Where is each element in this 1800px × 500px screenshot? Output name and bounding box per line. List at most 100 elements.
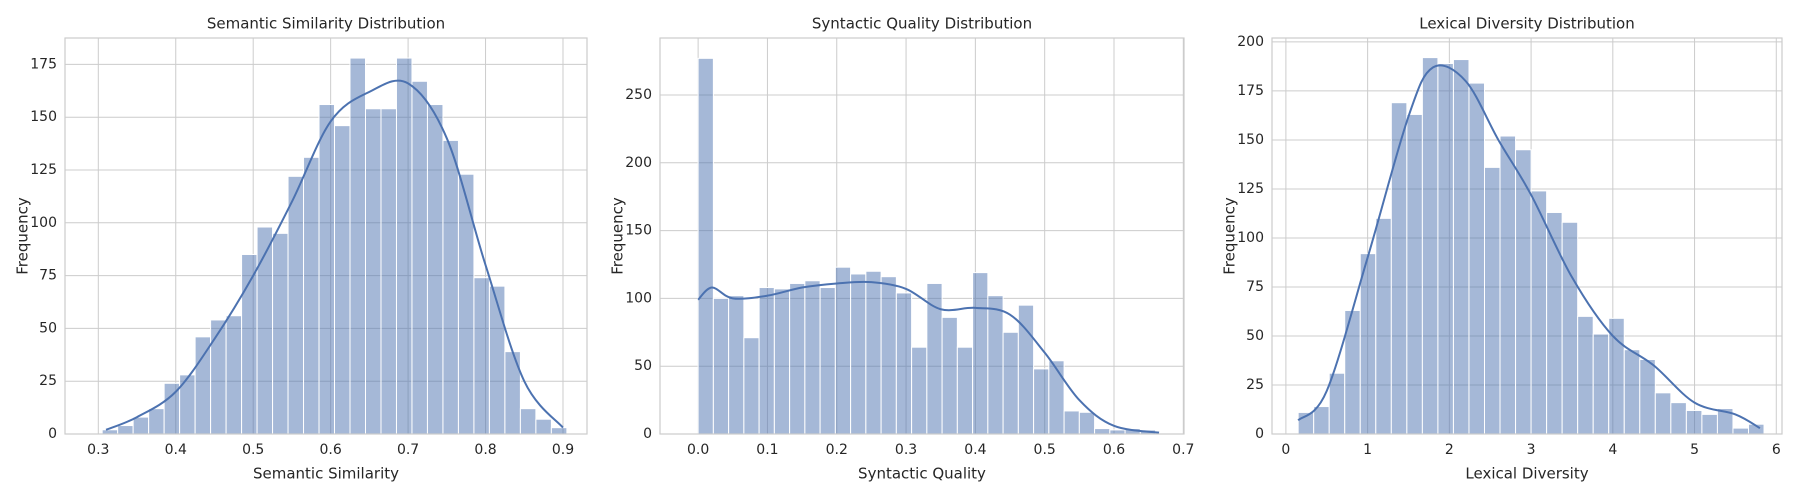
y-tick-label: 150 <box>625 223 652 239</box>
bar <box>1033 368 1050 435</box>
bar <box>1685 409 1703 435</box>
bar <box>210 319 227 435</box>
x-axis-label: Syntactic Quality <box>858 465 986 483</box>
bar <box>1468 82 1486 435</box>
x-tick-label: 0.2 <box>826 442 848 458</box>
bar <box>1639 359 1656 435</box>
x-axis-label: Semantic Similarity <box>253 465 399 483</box>
y-tick-label: 150 <box>30 109 57 125</box>
bar <box>1561 221 1579 435</box>
bar <box>956 346 974 435</box>
x-tick-label: 4 <box>1608 442 1617 458</box>
y-tick-label: 100 <box>1237 230 1264 246</box>
x-tick-label: 2 <box>1445 442 1454 458</box>
bar <box>1328 372 1346 435</box>
y-axis-label: Frequency <box>609 197 627 275</box>
kde-line <box>105 79 564 431</box>
bar <box>1546 211 1563 435</box>
y-tick-label: 200 <box>1237 34 1264 50</box>
bar <box>697 57 714 435</box>
y-tick-label: 50 <box>634 358 652 374</box>
x-tick-label: 0.5 <box>242 442 264 458</box>
x-tick-label: 0.1 <box>756 442 778 458</box>
bar <box>287 175 305 435</box>
bar <box>1452 59 1470 435</box>
bar <box>1002 331 1019 435</box>
bar <box>395 57 413 435</box>
bar <box>1048 360 1065 435</box>
plot-frame <box>64 37 588 435</box>
bar <box>1577 315 1594 435</box>
chart-title: Semantic Similarity Distribution <box>207 15 445 33</box>
x-tick-label: 0.5 <box>1034 442 1056 458</box>
x-tick-label: 6 <box>1772 442 1781 458</box>
x-tick-label: 0.3 <box>895 442 917 458</box>
y-tick-label: 125 <box>30 162 57 178</box>
y-tick-label: 175 <box>1237 83 1264 99</box>
bar <box>987 295 1004 435</box>
bar <box>1359 253 1377 435</box>
y-tick-label: 50 <box>1246 328 1264 344</box>
y-tick-label: 150 <box>1237 132 1264 148</box>
bar <box>1063 410 1080 435</box>
y-axis-label: Frequency <box>1221 197 1239 275</box>
bar <box>804 280 821 435</box>
bar <box>225 315 243 435</box>
bar <box>194 336 212 435</box>
x-tick-label: 0.8 <box>474 442 496 458</box>
bar <box>535 418 552 435</box>
bar <box>1406 113 1423 435</box>
chart-title: Lexical Diversity Distribution <box>1419 15 1635 33</box>
bar <box>1732 427 1749 435</box>
y-tick-label: 75 <box>39 268 57 284</box>
bar <box>834 266 852 435</box>
bar <box>712 297 730 435</box>
x-tick-label: 0.7 <box>1172 442 1194 458</box>
plot-frame <box>659 37 1185 435</box>
x-tick-label: 0.7 <box>397 442 419 458</box>
bar <box>349 57 366 435</box>
y-tick-label: 125 <box>1237 181 1264 197</box>
bar <box>519 408 537 435</box>
bar <box>819 287 836 435</box>
x-tick-label: 5 <box>1690 442 1699 458</box>
chart-title: Syntactic Quality Distribution <box>812 15 1032 33</box>
bar <box>1390 102 1408 435</box>
bar <box>789 282 806 435</box>
bar <box>457 173 475 435</box>
plot-frame <box>1271 37 1783 435</box>
bar <box>132 416 150 435</box>
x-tick-label: 0.0 <box>687 442 709 458</box>
y-tick-label: 25 <box>39 373 57 389</box>
kde-line <box>1297 64 1761 429</box>
bar <box>1701 413 1718 435</box>
bar <box>318 104 336 435</box>
bar <box>743 337 760 435</box>
bar <box>473 277 490 435</box>
y-tick-label: 25 <box>1246 377 1264 393</box>
x-tick-label: 1 <box>1363 442 1372 458</box>
bar <box>550 427 568 435</box>
x-tick-label: 0.6 <box>1103 442 1125 458</box>
y-tick-label: 0 <box>643 426 652 442</box>
bar <box>1078 411 1096 435</box>
x-tick-label: 0.4 <box>964 442 986 458</box>
bar <box>941 316 958 435</box>
y-tick-label: 200 <box>625 155 652 171</box>
bar <box>1421 57 1439 435</box>
bar <box>488 285 506 435</box>
x-tick-label: 0.4 <box>165 442 187 458</box>
y-tick-label: 250 <box>625 87 652 103</box>
bar <box>850 273 867 435</box>
x-tick-label: 3 <box>1527 442 1536 458</box>
bar <box>303 156 320 435</box>
y-tick-label: 175 <box>30 56 57 72</box>
bar <box>364 108 382 435</box>
x-axis-label: Lexical Diversity <box>1465 465 1588 483</box>
bar <box>256 226 274 435</box>
bar <box>272 232 289 435</box>
bar <box>1499 135 1517 435</box>
y-tick-label: 100 <box>625 290 652 306</box>
x-tick-label: 0 <box>1281 442 1290 458</box>
